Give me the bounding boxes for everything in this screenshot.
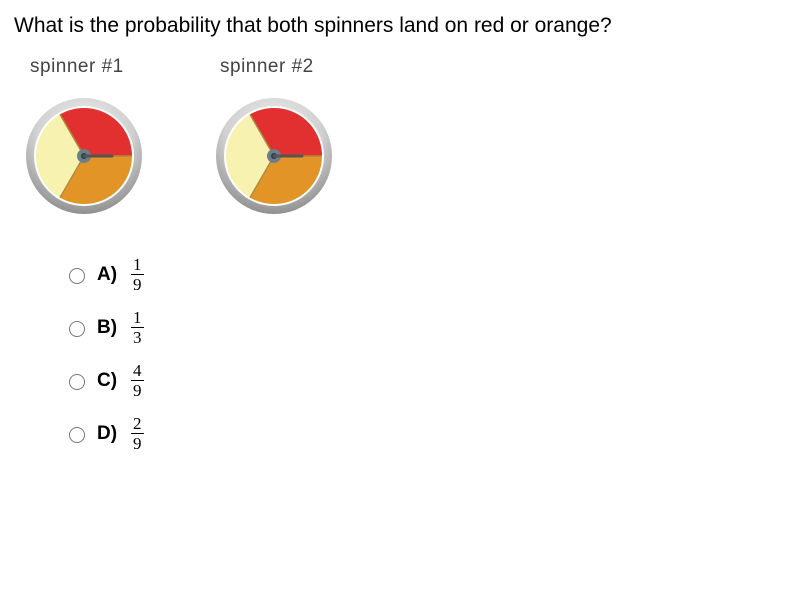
answer-list: A) 1 9 B) 1 3 C) 4 9 D) 2 <box>64 256 786 452</box>
answer-option-b[interactable]: B) 1 3 <box>64 309 786 346</box>
radio-a[interactable] <box>69 268 85 284</box>
spinner-2-icon <box>214 96 334 216</box>
radio-b[interactable] <box>69 321 85 337</box>
question-text: What is the probability that both spinne… <box>14 14 786 38</box>
spinner-row: spinner #1 spinner #2 <box>24 56 786 216</box>
answer-letter-c: C) <box>97 370 127 392</box>
spinner-1-icon <box>24 96 144 216</box>
fraction-c: 4 9 <box>131 362 144 399</box>
radio-d[interactable] <box>69 427 85 443</box>
spinner-2-label: spinner #2 <box>220 56 314 78</box>
fraction-a: 1 9 <box>131 256 144 293</box>
spinner-1-label: spinner #1 <box>30 56 124 78</box>
spinner-2-col: spinner #2 <box>214 56 334 216</box>
answer-option-d[interactable]: D) 2 9 <box>64 415 786 452</box>
spinner-1-col: spinner #1 <box>24 56 144 216</box>
question-container: What is the probability that both spinne… <box>0 0 800 482</box>
radio-c[interactable] <box>69 374 85 390</box>
answer-letter-a: A) <box>97 264 127 286</box>
answer-option-a[interactable]: A) 1 9 <box>64 256 786 293</box>
fraction-b: 1 3 <box>131 309 144 346</box>
answer-letter-d: D) <box>97 423 127 445</box>
answer-option-c[interactable]: C) 4 9 <box>64 362 786 399</box>
answer-letter-b: B) <box>97 317 127 339</box>
fraction-d: 2 9 <box>131 415 144 452</box>
